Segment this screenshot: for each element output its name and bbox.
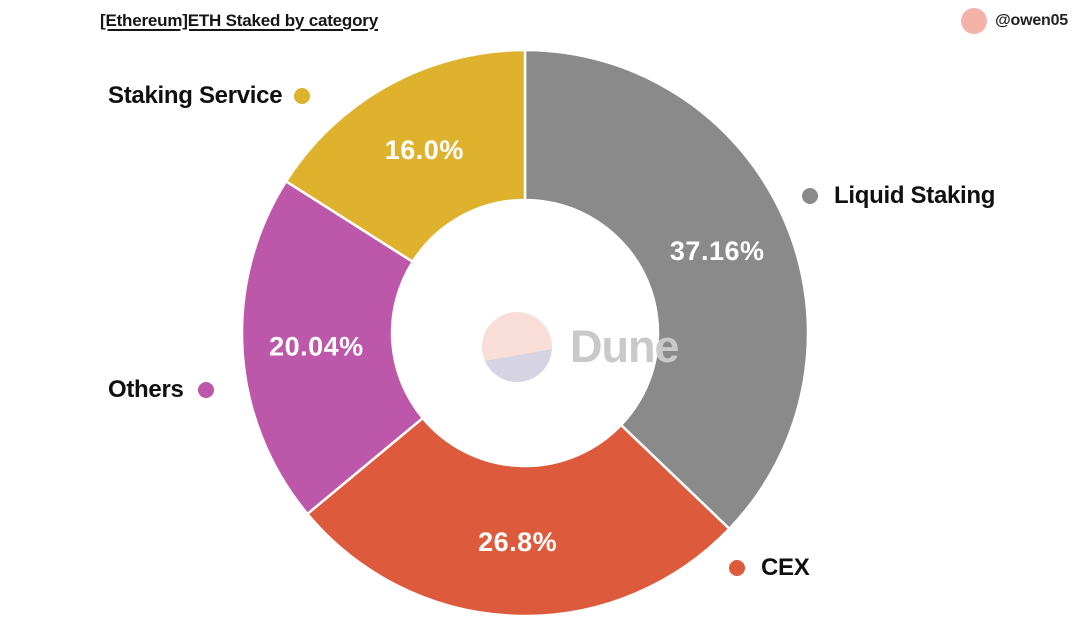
pie-slice-others[interactable]: [240, 180, 424, 516]
pie-slice-percentage-staking-service: 16.0%: [385, 135, 464, 165]
pie-slice-liquid-staking[interactable]: [523, 48, 810, 531]
legend-dot-others-icon: [197, 382, 214, 398]
pie-slice-staking-service[interactable]: [284, 48, 527, 263]
legend-item-cex[interactable]: CEX: [729, 554, 810, 582]
legend-label-cex: CEX: [761, 554, 810, 581]
legend-dot-liquid-staking-icon: [802, 188, 818, 204]
pie-slice-percentage-liquid-staking: 37.16%: [670, 236, 765, 266]
author-badge[interactable]: @owen05: [961, 8, 1068, 34]
pie-slice-percentage-others: 20.04%: [269, 331, 364, 361]
chart-title: [Ethereum]ETH Staked by category: [100, 11, 378, 30]
legend-dot-staking-service-icon: [294, 88, 311, 104]
legend-label-staking-service: Staking Service: [108, 82, 283, 109]
legend-label-others: Others: [108, 376, 184, 403]
pie-slice-cex[interactable]: [306, 416, 731, 618]
legend-item-staking-service[interactable]: Staking Service: [108, 82, 311, 110]
legend-item-others[interactable]: Others: [108, 376, 214, 404]
author-avatar: [961, 8, 988, 34]
legend-dot-cex-icon: [729, 560, 745, 576]
pie-slice-percentage-cex: 26.8%: [478, 527, 557, 557]
legend-item-liquid-staking[interactable]: Liquid Staking: [802, 182, 995, 210]
author-handle[interactable]: @owen05: [995, 12, 1068, 29]
legend-label-liquid-staking: Liquid Staking: [834, 182, 996, 209]
